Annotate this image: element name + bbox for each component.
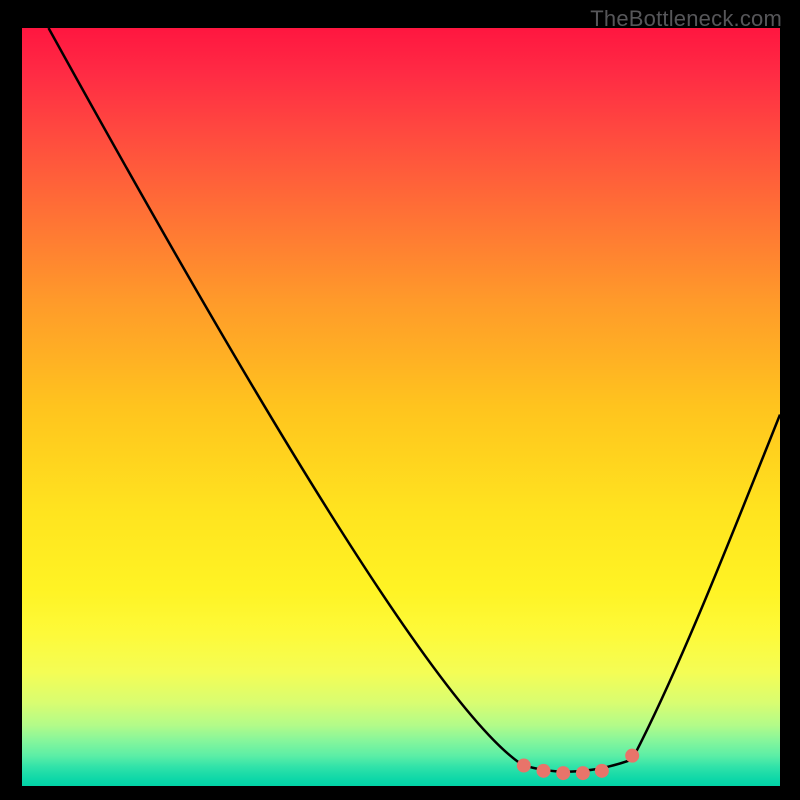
valley-marker [625,749,639,763]
chart-plot-area [22,28,780,786]
marker-layer [22,28,780,786]
valley-marker [576,766,590,780]
valley-marker [537,764,551,778]
watermark-text: TheBottleneck.com [590,6,782,32]
valley-marker [517,759,531,773]
valley-marker [556,766,570,780]
valley-marker [595,764,609,778]
